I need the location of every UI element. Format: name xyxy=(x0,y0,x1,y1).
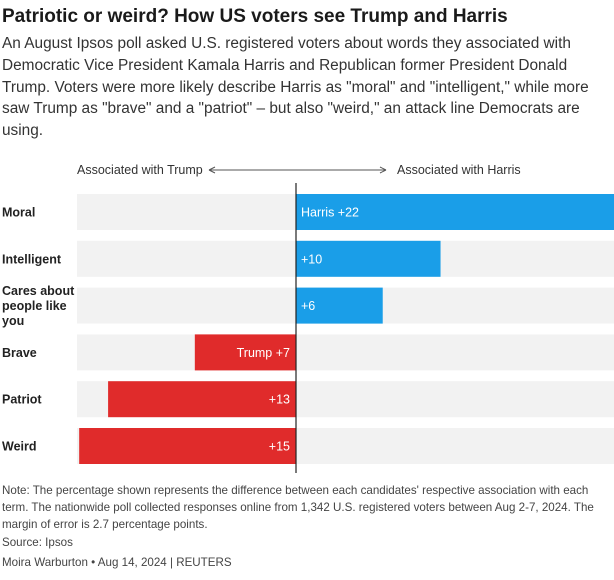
bar-trump xyxy=(79,428,296,464)
diverging-bar-chart: Associated with Trump Associated with Har… xyxy=(2,163,614,473)
bar-value-label: Trump +7 xyxy=(237,346,290,360)
bar-value-label: +6 xyxy=(301,299,315,313)
category-label: Patriot xyxy=(2,393,42,407)
bar-harris xyxy=(296,240,441,277)
chart-source: Source: Ipsos xyxy=(2,536,73,549)
chart-subtitle: An August Ipsos poll asked U.S. register… xyxy=(2,35,589,140)
chart-credit: Moira Warburton • Aug 14, 2024 | REUTERS xyxy=(2,556,232,569)
bar-value-label: Harris +22 xyxy=(301,206,359,220)
arrow-right-head xyxy=(379,166,387,174)
bar-harris xyxy=(296,194,614,230)
bar-value-label: +10 xyxy=(301,252,322,266)
category-label: Brave xyxy=(2,346,37,360)
category-label: Intelligent xyxy=(2,252,62,266)
bar-value-label: +13 xyxy=(269,393,290,407)
chart-note: Note: The percentage shown represents th… xyxy=(2,484,594,531)
category-label: Moral xyxy=(2,206,35,220)
chart-title: Patriotic or weird? How US voters see Tr… xyxy=(2,6,508,27)
bar-value-label: +15 xyxy=(269,440,290,454)
trump-direction-label: Associated with Trump xyxy=(77,163,203,177)
row-track xyxy=(77,334,614,371)
bar-trump xyxy=(108,381,296,418)
bar-trump xyxy=(194,334,296,371)
arrow-left-head xyxy=(208,166,216,174)
harris-direction-label: Associated with Harris xyxy=(397,163,521,177)
category-label: Cares about people like you xyxy=(2,284,75,328)
category-label: Weird xyxy=(2,440,37,454)
bar-harris xyxy=(296,287,383,324)
